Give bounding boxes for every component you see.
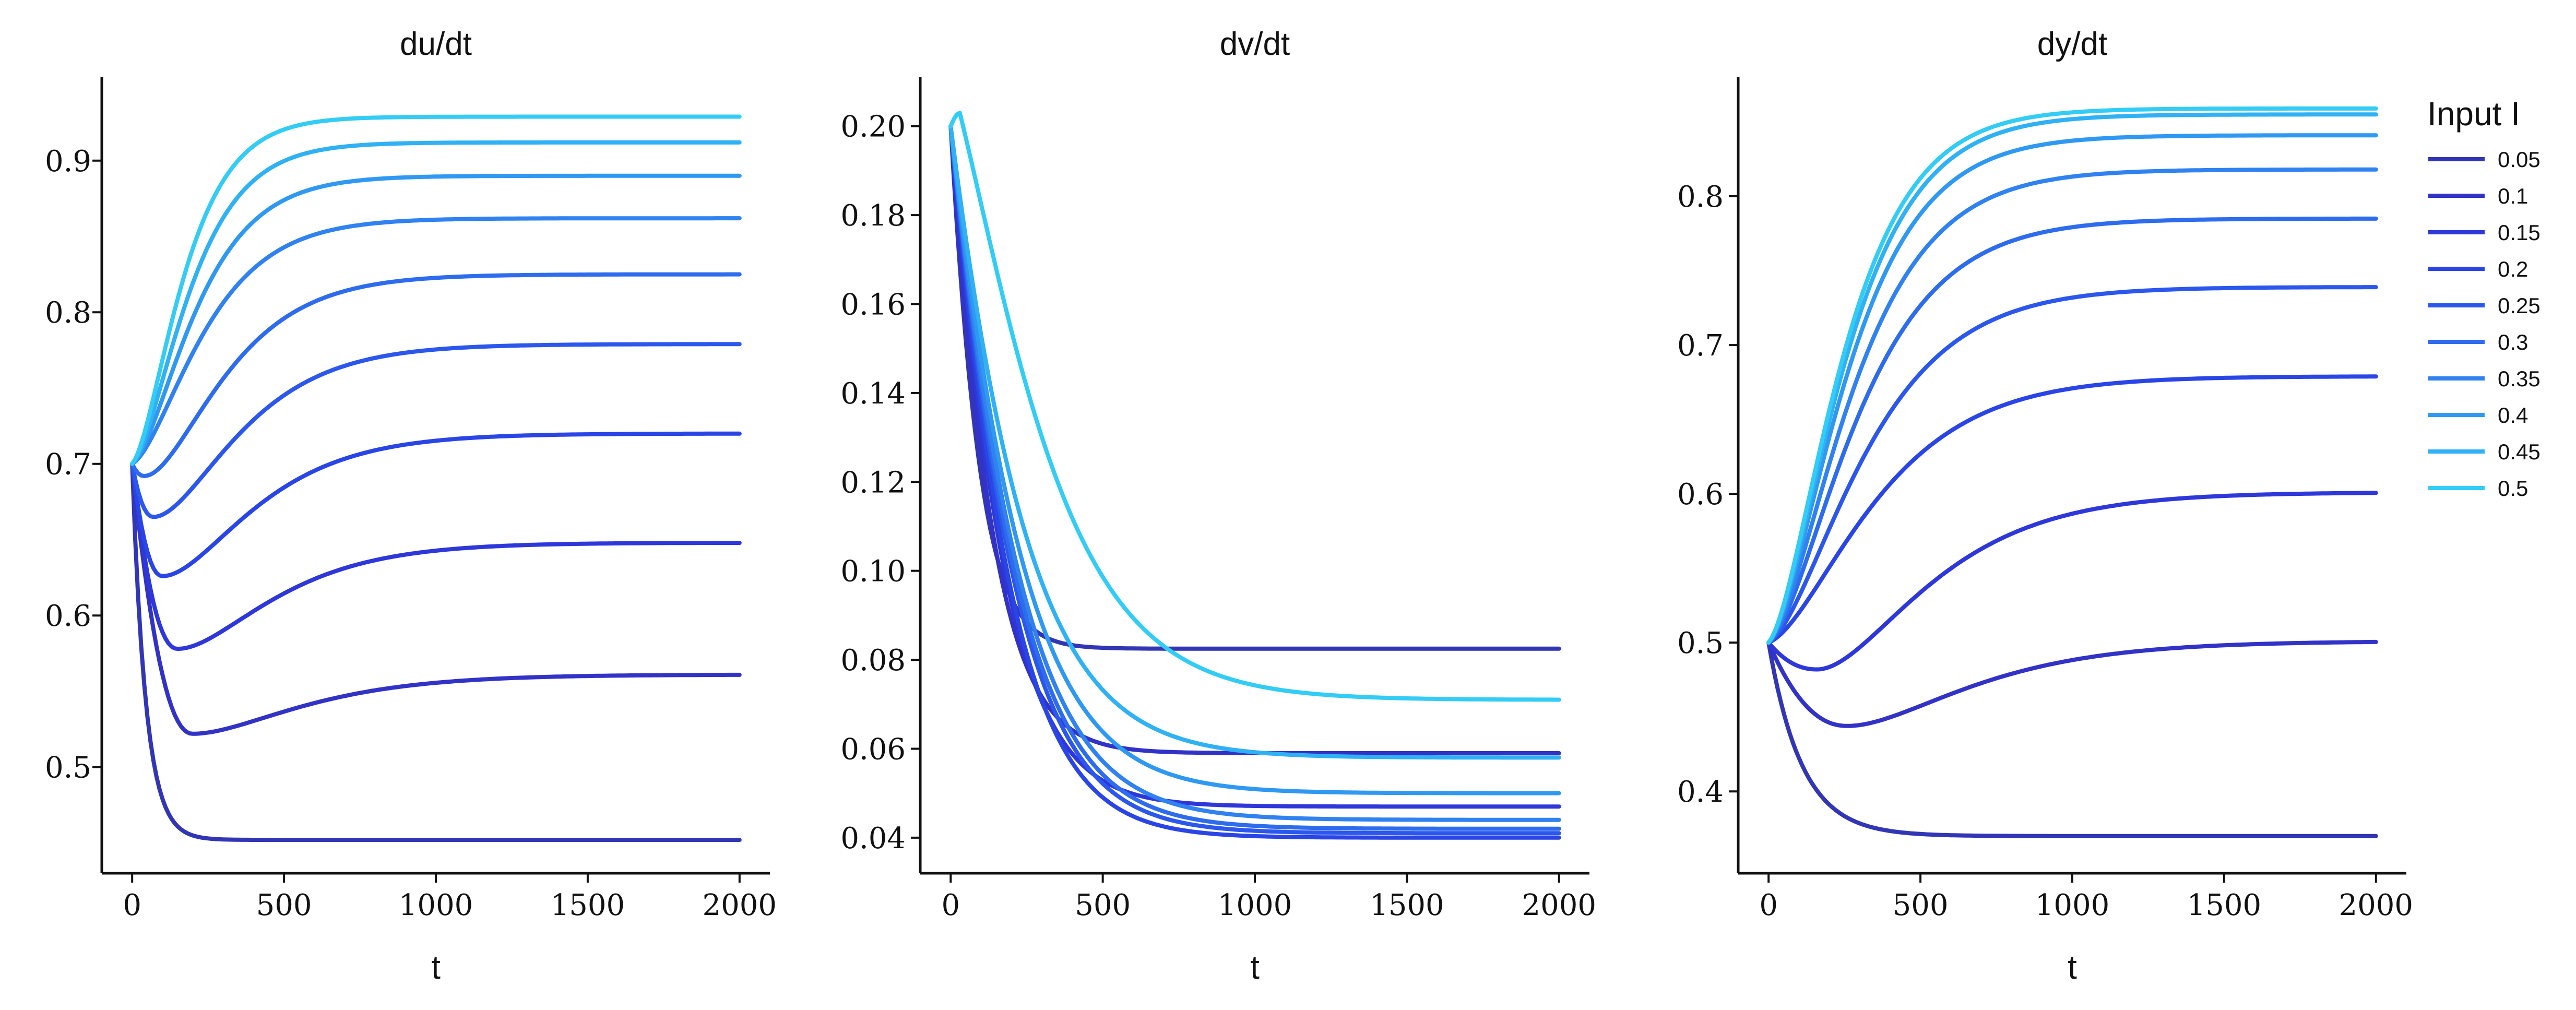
x-tick-label: 1500: [551, 888, 625, 922]
series-line-0.2: [948, 124, 1561, 840]
y-tick-label: 0.08: [840, 644, 906, 678]
x-tick-label: 1500: [2187, 888, 2262, 922]
y-tick-label: 0.8: [1677, 180, 1724, 214]
legend-item-label: 0.35: [2498, 366, 2541, 391]
x-tick-label: 0: [123, 888, 141, 922]
series-line-0.15: [130, 461, 742, 651]
series-line-0.25: [948, 124, 1561, 836]
x-axis-label: t: [2068, 948, 2077, 986]
legend-item-label: 0.3: [2498, 330, 2528, 354]
y-tick-label: 0.7: [1677, 329, 1724, 363]
x-axis-label: t: [431, 948, 441, 986]
series-line-0.4: [1766, 133, 2378, 645]
x-tick-label: 1000: [2035, 888, 2110, 922]
series-line-0.45: [948, 124, 1561, 760]
x-tick-label: 2000: [2339, 888, 2414, 922]
legend-item-label: 0.05: [2498, 147, 2541, 172]
legend-item-label: 0.2: [2498, 257, 2528, 281]
x-tick-label: 2000: [1522, 888, 1596, 922]
legend: Input I 0.05 0.1 0.15 0.2 0.25 0.3 0.35 0.4 0.45 0…: [2427, 95, 2541, 501]
series-line-0.1: [1766, 639, 2378, 728]
series-line-0.5: [948, 111, 1561, 702]
series-line-0.15: [1766, 491, 2378, 672]
x-tick-label: 2000: [703, 888, 777, 922]
legend-item-label: 0.15: [2498, 220, 2541, 245]
series-line-0.25: [1766, 285, 2378, 645]
chart-title: dv/dt: [1220, 26, 1290, 62]
series-line-0.5: [1766, 106, 2378, 645]
x-tick-label: 500: [256, 888, 312, 922]
y-tick-label: 0.16: [840, 288, 906, 322]
series-line-0.45: [130, 140, 742, 466]
y-tick-label: 0.04: [840, 822, 906, 855]
dy-dt-panel: dy/dt 0 500 1000 1500 2000 0.4 0.5 0.6 0.7 0.8 t: [1677, 26, 2413, 986]
series-line-0.35: [1766, 167, 2378, 645]
series-line-0.35: [130, 216, 742, 466]
series-line-0.35: [948, 124, 1561, 822]
y-tick-label: 0.8: [45, 296, 91, 330]
chart-title: dy/dt: [2037, 26, 2107, 62]
series-line-0.4: [948, 124, 1561, 795]
series-line-0.25: [130, 342, 742, 519]
y-tick-label: 0.06: [840, 732, 906, 766]
series-line-0.2: [130, 431, 742, 578]
series-line-0.3: [1766, 216, 2378, 645]
legend-item-label: 0.4: [2498, 403, 2528, 427]
series-line-0.4: [130, 173, 742, 466]
du-dt-panel: du/dt 0 500 1000 1500 2000 0.5 0.6 0.7 0.8 0.9 t: [45, 26, 777, 986]
series-line-0.05: [1766, 640, 2378, 838]
series-line-0.5: [130, 114, 742, 466]
chart-title: du/dt: [400, 26, 472, 62]
x-axis-label: t: [1250, 948, 1260, 986]
x-tick-label: 500: [1893, 888, 1949, 922]
y-tick-label: 0.20: [840, 110, 906, 144]
legend-item-label: 0.1: [2498, 184, 2528, 208]
y-tick-label: 0.14: [840, 377, 906, 411]
series-line-0.1: [130, 461, 742, 736]
y-tick-label: 0.9: [45, 145, 91, 179]
y-tick-label: 0.5: [1677, 626, 1724, 660]
y-tick-label: 0.12: [840, 466, 906, 500]
y-tick-label: 0.6: [45, 599, 91, 633]
series-line-0.05: [130, 461, 742, 842]
x-tick-label: 500: [1075, 888, 1131, 922]
x-tick-label: 0: [1759, 888, 1778, 922]
y-tick-label: 0.5: [45, 751, 91, 785]
legend-item-label: 0.5: [2498, 476, 2528, 501]
x-tick-label: 1000: [1218, 888, 1292, 922]
series-line-0.3: [130, 272, 742, 478]
series-line-0.05: [948, 124, 1561, 651]
dv-dt-panel: dv/dt 0 500 1000 1500 2000 0.04 0.06 0.08 0.10 0.1…: [840, 26, 1596, 986]
y-tick-label: 0.4: [1677, 775, 1724, 809]
legend-title: Input I: [2427, 95, 2520, 133]
series-line-0.45: [1766, 112, 2378, 645]
y-tick-label: 0.6: [1677, 478, 1724, 512]
x-tick-label: 0: [941, 888, 960, 922]
legend-item-label: 0.45: [2498, 439, 2541, 464]
y-tick-label: 0.10: [840, 555, 906, 589]
x-tick-label: 1500: [1370, 888, 1444, 922]
series-line-0.2: [1766, 374, 2378, 645]
y-tick-label: 0.7: [45, 448, 91, 482]
x-tick-label: 1000: [399, 888, 473, 922]
series-line-0.3: [948, 124, 1561, 831]
legend-item-label: 0.25: [2498, 293, 2541, 318]
y-tick-label: 0.18: [840, 199, 906, 233]
